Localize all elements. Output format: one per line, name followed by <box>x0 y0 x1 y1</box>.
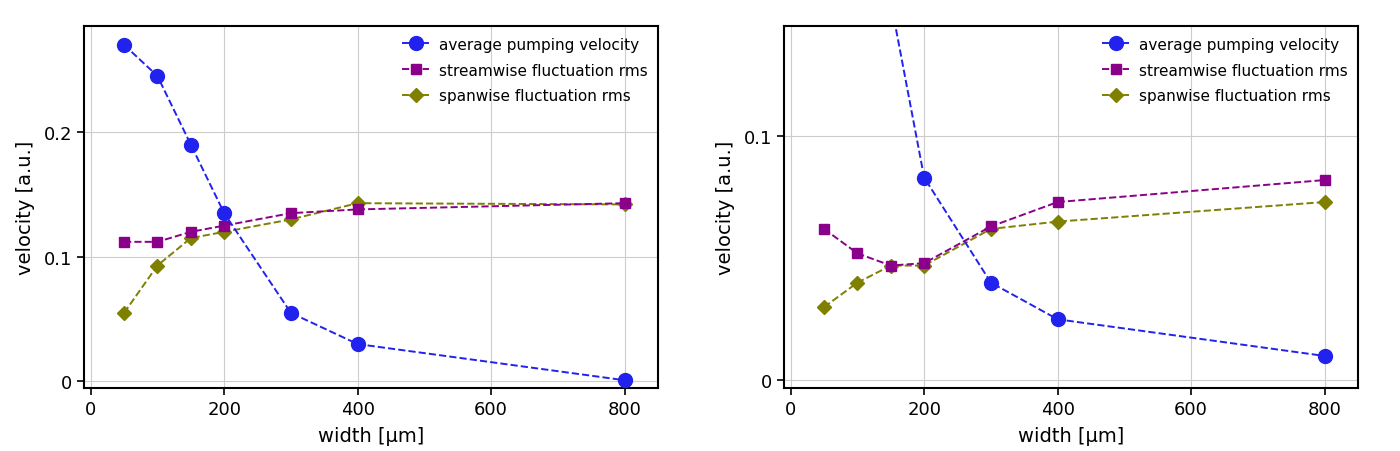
streamwise fluctuation rms <box>1049 200 1065 205</box>
spanwise fluctuation rms <box>182 236 199 241</box>
Y-axis label: velocity [a.u.]: velocity [a.u.] <box>717 140 735 275</box>
average pumping velocity <box>148 74 165 79</box>
average pumping velocity <box>916 175 932 181</box>
spanwise fluctuation rms <box>983 227 1000 232</box>
Line: streamwise fluctuation rms: streamwise fluctuation rms <box>119 199 630 247</box>
average pumping velocity <box>182 143 199 148</box>
streamwise fluctuation rms <box>983 224 1000 230</box>
streamwise fluctuation rms <box>216 223 232 229</box>
streamwise fluctuation rms <box>148 239 165 245</box>
streamwise fluctuation rms <box>1316 178 1333 184</box>
streamwise fluctuation rms <box>616 201 633 207</box>
streamwise fluctuation rms <box>916 261 932 266</box>
Y-axis label: velocity [a.u.]: velocity [a.u.] <box>17 140 35 275</box>
Line: streamwise fluctuation rms: streamwise fluctuation rms <box>819 176 1330 271</box>
average pumping velocity <box>983 281 1000 286</box>
spanwise fluctuation rms <box>916 263 932 269</box>
streamwise fluctuation rms <box>848 251 865 257</box>
spanwise fluctuation rms <box>1049 219 1065 225</box>
Line: spanwise fluctuation rms: spanwise fluctuation rms <box>119 199 630 318</box>
Line: average pumping velocity: average pumping velocity <box>118 39 631 387</box>
average pumping velocity <box>882 0 899 5</box>
average pumping velocity <box>616 377 633 383</box>
spanwise fluctuation rms <box>816 305 833 310</box>
streamwise fluctuation rms <box>349 207 365 213</box>
streamwise fluctuation rms <box>182 230 199 235</box>
Line: average pumping velocity: average pumping velocity <box>818 0 1331 363</box>
streamwise fluctuation rms <box>283 211 300 216</box>
spanwise fluctuation rms <box>349 201 365 207</box>
X-axis label: width [μm]: width [μm] <box>1018 426 1124 445</box>
streamwise fluctuation rms <box>882 263 899 269</box>
average pumping velocity <box>283 310 300 316</box>
average pumping velocity <box>349 341 365 347</box>
streamwise fluctuation rms <box>116 239 133 245</box>
average pumping velocity <box>1049 317 1065 322</box>
average pumping velocity <box>216 211 232 216</box>
spanwise fluctuation rms <box>848 281 865 286</box>
average pumping velocity <box>1316 354 1333 359</box>
spanwise fluctuation rms <box>148 263 165 269</box>
spanwise fluctuation rms <box>1316 200 1333 205</box>
spanwise fluctuation rms <box>216 230 232 235</box>
Line: spanwise fluctuation rms: spanwise fluctuation rms <box>819 198 1330 312</box>
average pumping velocity <box>116 43 133 48</box>
spanwise fluctuation rms <box>616 202 633 207</box>
Legend: average pumping velocity, streamwise fluctuation rms, spanwise fluctuation rms: average pumping velocity, streamwise flu… <box>396 32 654 110</box>
X-axis label: width [μm]: width [μm] <box>318 426 424 445</box>
Legend: average pumping velocity, streamwise fluctuation rms, spanwise fluctuation rms: average pumping velocity, streamwise flu… <box>1096 32 1354 110</box>
spanwise fluctuation rms <box>882 263 899 269</box>
spanwise fluctuation rms <box>116 310 133 316</box>
spanwise fluctuation rms <box>283 217 300 223</box>
streamwise fluctuation rms <box>816 227 833 232</box>
